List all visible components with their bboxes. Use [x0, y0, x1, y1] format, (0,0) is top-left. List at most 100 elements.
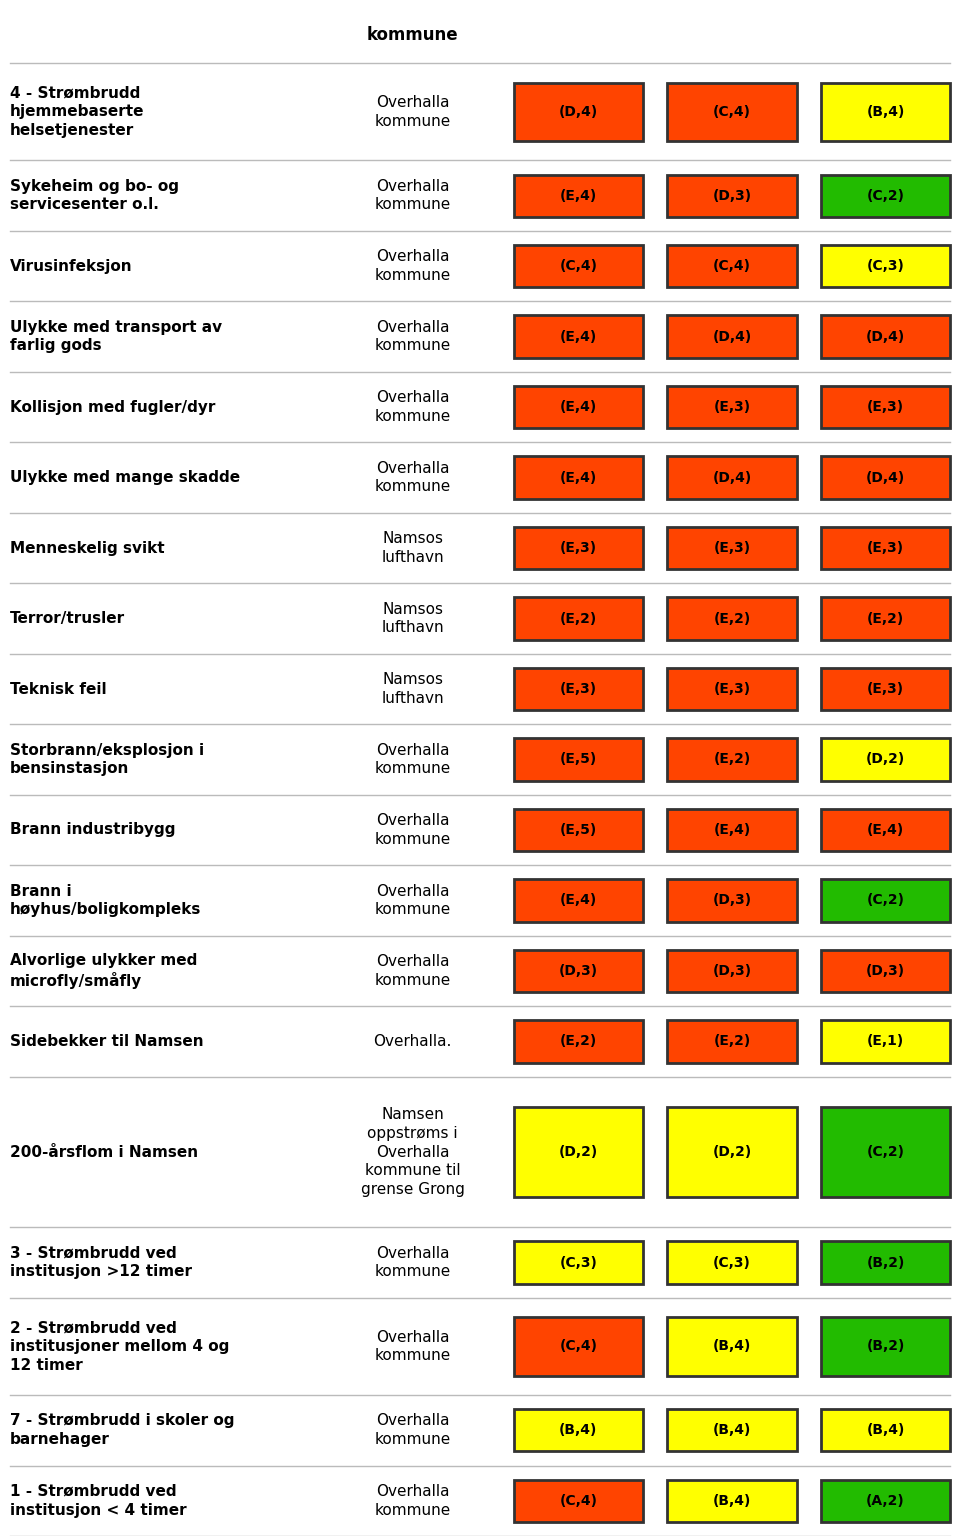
Text: (D,3): (D,3) — [712, 894, 752, 908]
Text: (E,4): (E,4) — [560, 189, 597, 203]
Text: (C,4): (C,4) — [560, 260, 597, 273]
Text: kommune: kommune — [367, 26, 459, 43]
Text: (B,4): (B,4) — [713, 1339, 751, 1353]
FancyBboxPatch shape — [821, 809, 950, 851]
FancyBboxPatch shape — [667, 315, 797, 358]
Text: Brann i
høyhus/boligkompleks: Brann i høyhus/boligkompleks — [10, 883, 201, 917]
FancyBboxPatch shape — [514, 175, 643, 217]
Text: Namsen
oppstrøms i
Overhalla
kommune til
grense Grong: Namsen oppstrøms i Overhalla kommune til… — [361, 1107, 465, 1197]
Text: Alvorlige ulykker med
microfly/småfly: Alvorlige ulykker med microfly/småfly — [10, 952, 197, 989]
Text: (C,4): (C,4) — [713, 260, 751, 273]
FancyBboxPatch shape — [667, 1479, 797, 1522]
FancyBboxPatch shape — [514, 1241, 643, 1284]
Text: (E,4): (E,4) — [560, 470, 597, 484]
Text: 2 - Strømbrudd ved
institusjoner mellom 4 og
12 timer: 2 - Strømbrudd ved institusjoner mellom … — [10, 1321, 229, 1373]
Text: (D,3): (D,3) — [712, 189, 752, 203]
FancyBboxPatch shape — [821, 1107, 950, 1197]
Text: (E,3): (E,3) — [867, 541, 904, 554]
FancyBboxPatch shape — [514, 456, 643, 499]
Text: (E,5): (E,5) — [560, 753, 597, 766]
Text: (E,2): (E,2) — [560, 611, 597, 625]
Text: Virusinfeksjon: Virusinfeksjon — [10, 258, 132, 273]
Text: (B,2): (B,2) — [867, 1339, 904, 1353]
Text: (E,2): (E,2) — [713, 753, 751, 766]
Text: (D,2): (D,2) — [712, 1144, 752, 1160]
Text: (C,2): (C,2) — [867, 1144, 904, 1160]
Text: (E,3): (E,3) — [867, 399, 904, 415]
Text: (D,4): (D,4) — [712, 330, 752, 344]
Text: (E,3): (E,3) — [560, 682, 597, 696]
Text: (D,4): (D,4) — [559, 104, 598, 118]
FancyBboxPatch shape — [821, 315, 950, 358]
Text: Kollisjon med fugler/dyr: Kollisjon med fugler/dyr — [10, 399, 215, 415]
Text: (E,2): (E,2) — [713, 611, 751, 625]
Text: (D,2): (D,2) — [866, 753, 905, 766]
Text: (D,4): (D,4) — [866, 470, 905, 484]
Text: (D,4): (D,4) — [866, 330, 905, 344]
Text: (C,4): (C,4) — [560, 1339, 597, 1353]
Text: Brann industribygg: Brann industribygg — [10, 822, 175, 837]
FancyBboxPatch shape — [667, 386, 797, 429]
FancyBboxPatch shape — [667, 1409, 797, 1452]
Text: (C,3): (C,3) — [867, 260, 904, 273]
Text: (E,2): (E,2) — [713, 1034, 751, 1049]
Text: Teknisk feil: Teknisk feil — [10, 682, 107, 696]
Text: (E,3): (E,3) — [713, 541, 751, 554]
Text: Menneskelig svikt: Menneskelig svikt — [10, 541, 164, 556]
Text: Overhalla
kommune: Overhalla kommune — [374, 883, 451, 917]
FancyBboxPatch shape — [514, 1409, 643, 1452]
FancyBboxPatch shape — [667, 949, 797, 992]
FancyBboxPatch shape — [514, 1318, 643, 1376]
Text: Overhalla
kommune: Overhalla kommune — [374, 1330, 451, 1364]
Text: (B,2): (B,2) — [867, 1255, 904, 1270]
FancyBboxPatch shape — [514, 315, 643, 358]
FancyBboxPatch shape — [667, 456, 797, 499]
Text: (D,2): (D,2) — [559, 1144, 598, 1160]
Text: Overhalla.: Overhalla. — [373, 1034, 452, 1049]
FancyBboxPatch shape — [667, 1020, 797, 1063]
Text: (E,2): (E,2) — [560, 1034, 597, 1049]
Text: (E,3): (E,3) — [560, 541, 597, 554]
FancyBboxPatch shape — [514, 386, 643, 429]
Text: Ulykke med transport av
farlig gods: Ulykke med transport av farlig gods — [10, 319, 222, 353]
Text: (B,4): (B,4) — [713, 1493, 751, 1508]
Text: Terror/trusler: Terror/trusler — [10, 611, 125, 627]
FancyBboxPatch shape — [821, 1241, 950, 1284]
FancyBboxPatch shape — [514, 1020, 643, 1063]
FancyBboxPatch shape — [667, 668, 797, 710]
Text: Overhalla
kommune: Overhalla kommune — [374, 1246, 451, 1279]
FancyBboxPatch shape — [821, 83, 950, 141]
Text: (E,4): (E,4) — [867, 823, 904, 837]
FancyBboxPatch shape — [821, 879, 950, 922]
FancyBboxPatch shape — [514, 949, 643, 992]
FancyBboxPatch shape — [514, 1107, 643, 1197]
Text: (E,4): (E,4) — [560, 894, 597, 908]
FancyBboxPatch shape — [667, 1107, 797, 1197]
Text: (C,4): (C,4) — [560, 1493, 597, 1508]
Text: Sykeheim og bo- og
servicesenter o.l.: Sykeheim og bo- og servicesenter o.l. — [10, 178, 179, 212]
Text: (E,1): (E,1) — [867, 1034, 904, 1049]
FancyBboxPatch shape — [821, 175, 950, 217]
Text: (E,3): (E,3) — [867, 682, 904, 696]
Text: Ulykke med mange skadde: Ulykke med mange skadde — [10, 470, 240, 485]
FancyBboxPatch shape — [821, 456, 950, 499]
FancyBboxPatch shape — [514, 83, 643, 141]
FancyBboxPatch shape — [667, 879, 797, 922]
Text: (D,3): (D,3) — [866, 965, 905, 978]
Text: Overhalla
kommune: Overhalla kommune — [374, 95, 451, 129]
Text: Storbrann/eksplosjon i
bensinstasjon: Storbrann/eksplosjon i bensinstasjon — [10, 743, 204, 776]
Text: (B,4): (B,4) — [867, 104, 904, 118]
Text: Overhalla
kommune: Overhalla kommune — [374, 178, 451, 212]
Text: 200-årsflom i Namsen: 200-årsflom i Namsen — [10, 1144, 198, 1160]
Text: (B,4): (B,4) — [713, 1424, 751, 1438]
FancyBboxPatch shape — [514, 809, 643, 851]
FancyBboxPatch shape — [821, 1318, 950, 1376]
FancyBboxPatch shape — [514, 598, 643, 639]
FancyBboxPatch shape — [667, 1241, 797, 1284]
Text: (B,4): (B,4) — [867, 1424, 904, 1438]
Text: (E,2): (E,2) — [867, 611, 904, 625]
FancyBboxPatch shape — [667, 1318, 797, 1376]
Text: Namsos
lufthavn: Namsos lufthavn — [381, 673, 444, 707]
FancyBboxPatch shape — [821, 527, 950, 570]
FancyBboxPatch shape — [821, 739, 950, 780]
